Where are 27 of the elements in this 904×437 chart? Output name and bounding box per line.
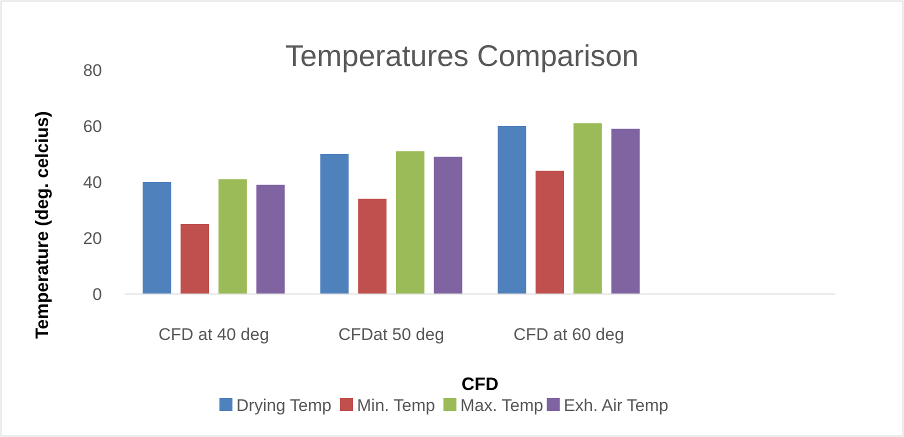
bar: [142, 182, 172, 294]
bar: [218, 179, 247, 294]
bar: [180, 224, 210, 294]
y-tick-label: 20: [83, 229, 102, 248]
bar: [358, 198, 387, 294]
y-tick-label: 80: [83, 61, 102, 80]
bar: [573, 123, 602, 294]
bar: [256, 184, 285, 294]
legend-label: Min. Temp: [357, 396, 436, 415]
bar: [396, 151, 424, 294]
chart-title: Temperatures Comparison: [285, 40, 639, 73]
y-tick-label: 40: [83, 173, 102, 192]
x-axis-title: CFD: [462, 374, 498, 394]
bar: [536, 170, 564, 294]
y-tick-label: 0: [92, 285, 102, 304]
x-tick-label: CFD at 60 deg: [513, 325, 624, 344]
bar: [498, 126, 526, 294]
bar: [611, 128, 640, 294]
legend-label: Max. Temp: [460, 396, 544, 415]
bar: [434, 156, 462, 294]
y-axis-title: Temperature (deg. celcius): [32, 111, 52, 339]
legend-label: Exh. Air Temp: [564, 396, 668, 415]
bar: [320, 154, 349, 294]
x-tick-label: CFD at 40 deg: [158, 325, 270, 344]
legend-label: Drying Temp: [236, 396, 332, 415]
x-tick-label: CFDat 50 deg: [338, 325, 444, 344]
y-tick-label: 60: [83, 117, 102, 136]
